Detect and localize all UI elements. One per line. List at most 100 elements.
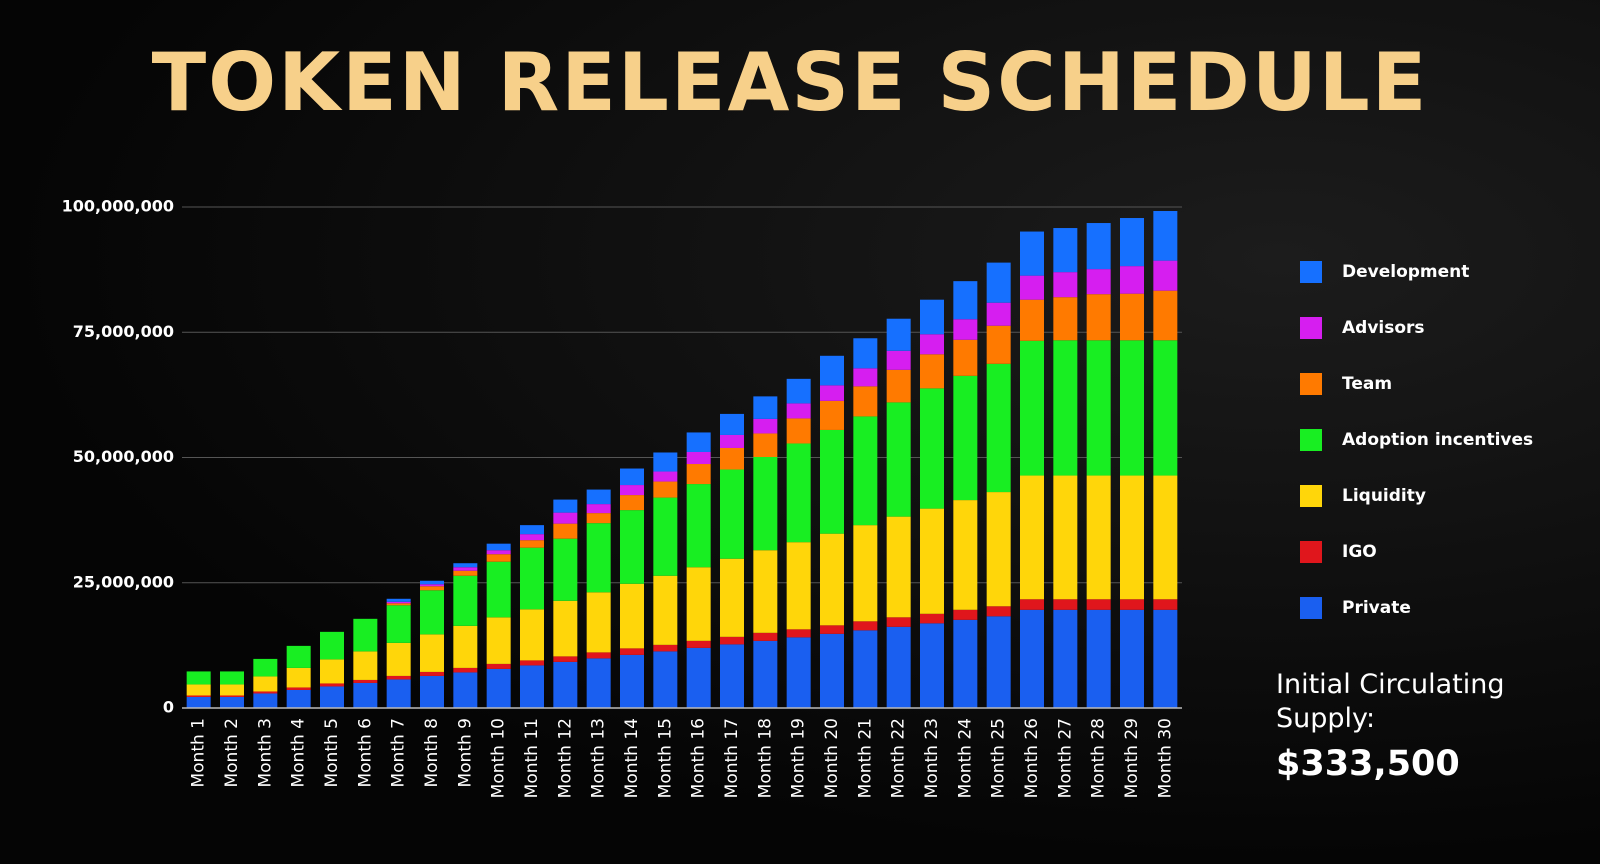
- bar-segment: [853, 368, 878, 387]
- bar-segment: [1086, 475, 1111, 600]
- bar-segment: [553, 523, 578, 539]
- bar-segment: [753, 456, 778, 551]
- annotation: Initial Circulating Supply: $333,500: [1276, 668, 1536, 784]
- bar-segment: [353, 682, 378, 708]
- x-tick-label: Month 12: [555, 718, 575, 798]
- x-tick-label: Month 6: [355, 718, 375, 788]
- bar-segment: [820, 400, 844, 430]
- x-tick-label: Month 2: [222, 718, 242, 788]
- bar-segment: [920, 508, 944, 614]
- bar-segment: [1053, 272, 1078, 298]
- x-tick-label: Month 13: [589, 718, 609, 798]
- x-tick-label: Month 25: [989, 718, 1009, 798]
- x-tick-label: Month 19: [789, 718, 809, 798]
- x-tick-label: Month 23: [922, 718, 942, 798]
- bar-segment: [820, 385, 844, 401]
- bar-segment: [886, 350, 911, 370]
- bar-segment: [420, 580, 444, 585]
- bar-segment: [853, 621, 878, 631]
- bar-segment: [520, 609, 544, 661]
- x-tick-label: Month 22: [889, 718, 909, 798]
- bar-segment: [653, 651, 678, 708]
- legend-swatch: [1300, 373, 1322, 395]
- bar-segment: [1086, 294, 1111, 341]
- bar-segment: [1120, 218, 1144, 267]
- x-tick-label: Month 28: [1089, 718, 1109, 798]
- bar-segment: [486, 617, 511, 664]
- bar-segment: [186, 695, 211, 697]
- bar-segment: [720, 413, 744, 435]
- bar-segment: [453, 625, 478, 668]
- bar-segment: [1020, 299, 1044, 341]
- legend-swatch: [1300, 317, 1322, 339]
- y-tick-label: 100,000,000: [62, 197, 174, 216]
- x-tick-label: Month 4: [289, 718, 309, 788]
- bar-segment: [453, 575, 478, 626]
- bar-segment: [753, 396, 778, 419]
- bar-segment: [1086, 340, 1111, 476]
- y-tick-label: 75,000,000: [73, 322, 174, 341]
- bar-segment: [586, 652, 611, 659]
- bar-segment: [453, 570, 478, 576]
- x-tick-label: Month 14: [622, 718, 642, 798]
- bar-segment: [1020, 231, 1044, 276]
- x-tick-label: Month 1: [189, 718, 209, 788]
- bar-segment: [1153, 609, 1178, 708]
- legend-label: Private: [1342, 598, 1411, 618]
- bar-segment: [486, 554, 511, 562]
- bar-segment: [1020, 599, 1044, 610]
- annotation-value: $333,500: [1276, 744, 1460, 784]
- bar-segment: [953, 319, 978, 340]
- bar-segment: [653, 471, 678, 482]
- bar-segment: [353, 618, 378, 652]
- legend-swatch: [1300, 541, 1322, 563]
- legend-label: Liquidity: [1342, 486, 1426, 506]
- bar-segment: [520, 547, 544, 610]
- bar-segment: [1120, 599, 1144, 610]
- bar-segment: [486, 663, 511, 669]
- y-tick-label: 0: [163, 698, 174, 717]
- bar-segment: [420, 675, 444, 708]
- bar-segment: [853, 386, 878, 417]
- bar-segment: [1120, 293, 1144, 341]
- bar-segment: [753, 418, 778, 434]
- bar-segment: [620, 495, 644, 511]
- bar-segment: [920, 613, 944, 624]
- bar-segment: [853, 416, 878, 526]
- bar-segment: [953, 500, 978, 610]
- x-tick-label: Month 3: [255, 718, 275, 788]
- x-tick-label: Month 27: [1055, 718, 1075, 798]
- bar-segment: [653, 481, 678, 498]
- bar-segment: [553, 656, 578, 662]
- bar-segment: [420, 671, 444, 676]
- bar-segment: [820, 355, 844, 386]
- y-tick-label: 50,000,000: [73, 447, 174, 466]
- bar-segment: [553, 512, 578, 524]
- bar-segment: [986, 363, 1011, 493]
- bar-segment: [1053, 599, 1078, 610]
- bar-segment: [1053, 475, 1078, 600]
- bar-segment: [1020, 609, 1044, 708]
- bar-segment: [886, 516, 911, 618]
- bar-segment: [686, 647, 711, 708]
- bar-segment: [920, 388, 944, 509]
- bar-segment: [520, 660, 544, 666]
- bar-segment: [353, 679, 378, 683]
- bar-segment: [253, 676, 278, 692]
- bar-segment: [786, 443, 811, 543]
- bar-segment: [953, 339, 978, 376]
- x-tick-label: Month 5: [322, 718, 342, 788]
- bar-segment: [786, 418, 811, 444]
- bar-segment: [920, 354, 944, 389]
- bar-segment: [1086, 223, 1111, 270]
- bar-segment: [220, 671, 244, 685]
- bar-segment: [320, 683, 344, 687]
- bar-segment: [620, 654, 644, 708]
- bar-segment: [453, 667, 478, 673]
- bar-segment: [520, 665, 544, 708]
- x-tick-label: Month 24: [955, 718, 975, 798]
- x-tick-label: Month 17: [722, 718, 742, 798]
- bar-segment: [1153, 599, 1178, 610]
